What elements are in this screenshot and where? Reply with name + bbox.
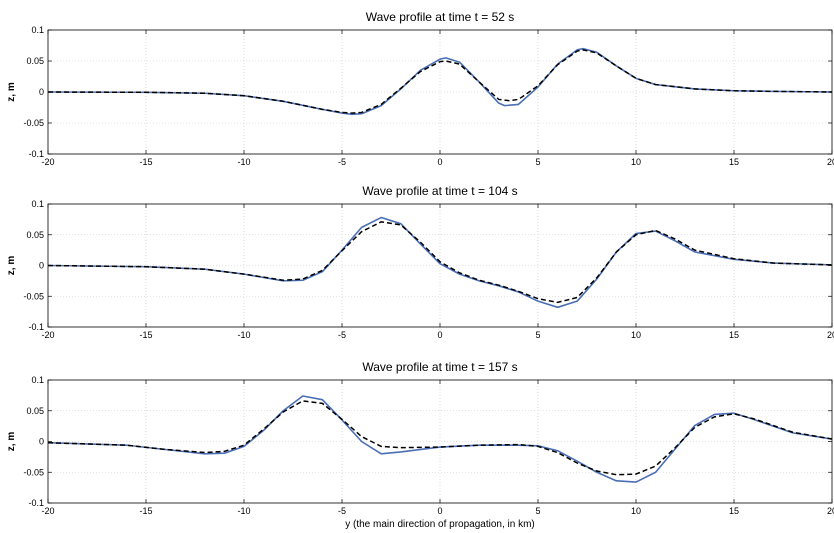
x-tick-label: -20 — [41, 330, 54, 340]
x-tick-label: 20 — [827, 330, 834, 340]
panel-3: -20 -15 -10 -5 0 5 10 15 20 0.1 0.05 0 -0.05 -0.1 Wave… — [6, 360, 834, 530]
y-axis-label: z, m — [6, 82, 17, 102]
x-tick-label: 10 — [631, 506, 641, 516]
x-tick-label: -5 — [338, 157, 346, 167]
series-line-2 — [47, 221, 833, 304]
plot-area — [48, 30, 832, 154]
x-tick-label: -5 — [338, 330, 346, 340]
x-tick-label: 10 — [631, 157, 641, 167]
x-tick-label: 20 — [827, 506, 834, 516]
y-tick-label: -0.1 — [28, 498, 44, 508]
x-tick-label: -10 — [237, 157, 250, 167]
y-tick-label: 0.05 — [26, 230, 44, 240]
x-tick-label: 15 — [729, 157, 739, 167]
x-tick-label: -15 — [139, 157, 152, 167]
panel-1: -20 -15 -10 -5 0 5 10 15 20 0.1 0.05 0 -0.05 -0.1 Wave… — [6, 10, 834, 167]
x-tick-label: -5 — [338, 506, 346, 516]
y-tick-label: 0 — [39, 87, 44, 97]
series-line-2 — [47, 49, 833, 114]
y-tick-label: -0.05 — [23, 291, 44, 301]
chart-title: Wave profile at time t = 52 s — [366, 10, 515, 24]
y-tick-label: -0.05 — [23, 467, 44, 477]
x-tick-label: -15 — [139, 330, 152, 340]
chart-title: Wave profile at time t = 104 s — [362, 184, 517, 198]
x-tick-label: 0 — [437, 157, 442, 167]
y-tick-label: 0.1 — [31, 25, 44, 35]
x-tick-label: -20 — [41, 157, 54, 167]
x-tick-label: -15 — [139, 506, 152, 516]
series-line-1 — [47, 216, 833, 309]
x-tick-label: 5 — [535, 506, 540, 516]
y-tick-label: 0.1 — [31, 199, 44, 209]
y-tick-label: 0.05 — [26, 406, 44, 416]
x-tick-label: 10 — [631, 330, 641, 340]
y-tick-label: -0.05 — [23, 118, 44, 128]
panel-2: -20 -15 -10 -5 0 5 10 15 20 0.1 0.05 0 -0.05 -0.1 Wave… — [6, 184, 834, 340]
y-tick-label: 0 — [39, 261, 44, 271]
x-tick-label: 0 — [437, 330, 442, 340]
chart-title: Wave profile at time t = 157 s — [362, 360, 517, 374]
series-line-1 — [47, 395, 833, 483]
x-tick-label: -10 — [237, 506, 250, 516]
y-axis-label: z, m — [6, 432, 17, 452]
x-tick-label: -10 — [237, 330, 250, 340]
x-tick-label: 15 — [729, 330, 739, 340]
x-tick-label: 20 — [827, 157, 834, 167]
y-axis-label: z, m — [6, 256, 17, 276]
x-tick-label: 5 — [535, 330, 540, 340]
y-tick-label: 0.1 — [31, 375, 44, 385]
x-tick-label: 0 — [437, 506, 442, 516]
x-tick-label: 5 — [535, 157, 540, 167]
y-tick-label: 0.05 — [26, 56, 44, 66]
y-tick-label: 0 — [39, 437, 44, 447]
x-axis-label: y (the main direction of propagation, in… — [345, 519, 535, 530]
x-tick-label: -20 — [41, 506, 54, 516]
y-tick-label: -0.1 — [28, 149, 44, 159]
x-tick-label: 15 — [729, 506, 739, 516]
y-tick-label: -0.1 — [28, 322, 44, 332]
